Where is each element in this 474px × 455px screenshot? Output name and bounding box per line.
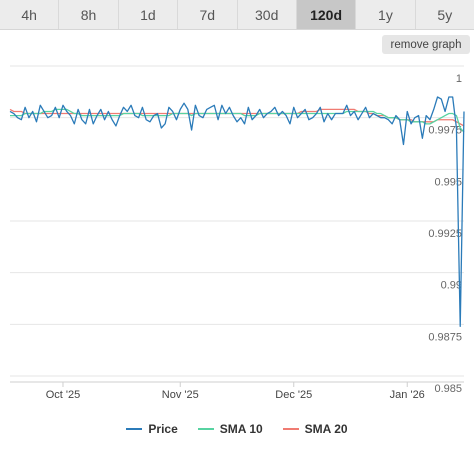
y-tick-label: 0.985 [434,383,462,395]
range-tab-1d[interactable]: 1d [119,0,179,29]
legend-item-sma-20[interactable]: SMA 20 [282,422,348,436]
price-chart: 1 0.9975 0.995 0.9925 0.99 0.9875 0.985 Oct '25… [9,65,465,401]
y-tick-label: 1 [456,73,462,85]
legend-label: SMA 20 [304,422,348,436]
range-tab-4h[interactable]: 4h [0,0,60,29]
legend-item-price[interactable]: Price [126,422,178,436]
legend-item-sma-10[interactable]: SMA 10 [197,422,263,436]
x-tick-label: Oct '25 [46,389,81,401]
range-tab-120d[interactable]: 120d [296,0,357,29]
chart-legend: Price SMA 10 SMA 20 [0,420,474,438]
x-tick-label: Dec '25 [275,389,312,401]
series-line-sma-10 [10,108,465,133]
legend-label: SMA 10 [219,422,263,436]
y-tick-label: 0.995 [434,176,462,188]
range-tab-1y[interactable]: 1y [356,0,416,29]
range-tab-7d[interactable]: 7d [178,0,238,29]
x-tick-label: Jan '26 [390,389,425,401]
y-tick-label: 0.9875 [428,331,462,343]
time-range-selector: 4h 8h 1d 7d 30d 120d 1y 5y [0,0,474,30]
range-tab-8h[interactable]: 8h [59,0,119,29]
y-tick-label: 0.99 [441,280,462,292]
series-line-price [9,96,465,328]
legend-swatch [197,428,214,430]
legend-label: Price [148,422,178,436]
y-tick-label: 0.9925 [428,228,462,240]
y-tick-label: 0.9975 [428,125,462,137]
x-tick-label: Nov '25 [162,389,199,401]
range-tab-30d[interactable]: 30d [238,0,297,29]
legend-swatch [282,428,299,430]
remove-graph-button[interactable]: remove graph [382,35,470,54]
legend-swatch [126,428,143,430]
range-tab-5y[interactable]: 5y [437,6,453,23]
